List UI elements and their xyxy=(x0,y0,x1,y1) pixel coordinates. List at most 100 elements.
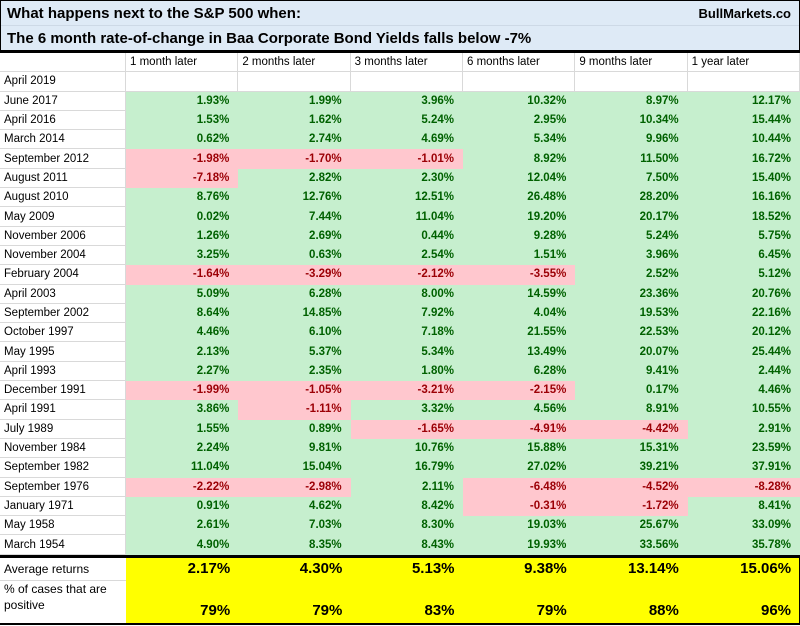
row-label: April 2019 xyxy=(0,72,126,92)
return-cell xyxy=(350,72,463,92)
return-cell: 2.27% xyxy=(126,361,239,382)
return-cell: 10.32% xyxy=(462,91,576,111)
row-label: August 2011 xyxy=(0,168,126,189)
return-cell: -1.65% xyxy=(350,419,463,439)
corner-cell xyxy=(0,53,126,73)
return-cell: 0.91% xyxy=(126,496,239,517)
return-cell: -1.01% xyxy=(350,149,463,169)
average-return-cell: 5.13% xyxy=(411,560,455,578)
return-cell: 2.74% xyxy=(238,130,351,150)
return-cell: 5.24% xyxy=(350,110,463,131)
table-row: May 1958 2.61% 7.03% 8.30% 19.03% 25.67% 33.09… xyxy=(0,516,800,536)
return-cell: 19.03% xyxy=(462,516,576,536)
table-row: January 1971 0.91% 4.62% 8.42% -0.31% -1.72% 8… xyxy=(0,496,800,517)
return-cell: 20.17% xyxy=(575,207,688,227)
return-cell: 4.46% xyxy=(126,323,239,343)
page-title: What happens next to the S&P 500 when: xyxy=(7,4,301,22)
table-row: May 2009 0.02% 7.44% 11.04% 19.20% 20.17% 18.5… xyxy=(0,207,800,227)
row-label: March 2014 xyxy=(0,130,126,150)
row-label: September 1976 xyxy=(0,477,126,497)
table-row: December 1991 -1.99% -1.05% -3.21% -2.15% 0.1… xyxy=(0,381,800,401)
return-cell: 12.17% xyxy=(687,91,800,111)
return-cell: 6.28% xyxy=(238,284,351,304)
return-cell xyxy=(575,72,688,92)
table-row: July 1989 1.55% 0.89% -1.65% -4.91% -4.42% 2.9… xyxy=(0,419,800,439)
return-cell xyxy=(687,72,800,92)
return-cell: -1.72% xyxy=(575,496,688,517)
return-cell: 0.17% xyxy=(575,381,688,401)
return-cell: -1.05% xyxy=(238,381,351,401)
return-cell: 39.21% xyxy=(575,458,688,478)
return-cell: -8.28% xyxy=(687,477,800,497)
return-cell: 16.72% xyxy=(687,149,800,169)
return-cell: 23.59% xyxy=(687,438,800,459)
table-row: April 2019 xyxy=(0,72,800,92)
table-row: March 2014 0.62% 2.74% 4.69% 5.34% 9.96% 10.44… xyxy=(0,130,800,150)
return-cell: 15.88% xyxy=(462,438,576,459)
return-cell: 4.56% xyxy=(462,400,576,420)
return-cell: 4.04% xyxy=(462,303,576,324)
return-cell: 4.62% xyxy=(238,496,351,517)
table-row: September 2002 8.64% 14.85% 7.92% 4.04% 19.53… xyxy=(0,303,800,324)
percent-positive-cell: 88% xyxy=(648,601,679,619)
return-cell: 2.54% xyxy=(350,245,463,266)
row-label: July 1989 xyxy=(0,419,126,439)
return-cell: -0.31% xyxy=(462,496,576,517)
return-cell: 2.82% xyxy=(238,168,351,189)
return-cell: 12.76% xyxy=(238,188,351,208)
return-cell: 8.91% xyxy=(575,400,688,420)
return-cell: 8.00% xyxy=(350,284,463,304)
return-cell: 1.80% xyxy=(350,361,463,382)
return-cell: -1.11% xyxy=(238,400,351,420)
return-cell: 8.41% xyxy=(687,496,800,517)
return-cell: -7.18% xyxy=(126,168,239,189)
return-cell: 15.04% xyxy=(238,458,351,478)
return-cell: 16.79% xyxy=(350,458,463,478)
return-cell: 2.91% xyxy=(687,419,800,439)
return-cell: 5.09% xyxy=(126,284,239,304)
column-header: 3 months later xyxy=(350,53,463,73)
return-cell: 4.69% xyxy=(350,130,463,150)
return-cell: 22.53% xyxy=(575,323,688,343)
row-label: March 1954 xyxy=(0,535,126,555)
return-cell: -4.42% xyxy=(575,419,688,439)
return-cell: 2.95% xyxy=(462,110,576,131)
percent-positive-cell: 79% xyxy=(200,601,231,619)
average-return-cell: 2.17% xyxy=(187,560,231,578)
percent-positive-cell: 96% xyxy=(761,601,792,619)
row-label: August 2010 xyxy=(0,188,126,208)
return-cell: 3.86% xyxy=(126,400,239,420)
row-label: December 1991 xyxy=(0,381,126,401)
percent-positive-cell: 83% xyxy=(424,601,455,619)
return-cell: -3.29% xyxy=(238,265,351,285)
return-cell: 5.37% xyxy=(238,342,351,362)
return-cell: -2.22% xyxy=(126,477,239,497)
row-label: May 1958 xyxy=(0,516,126,536)
column-header: 2 months later xyxy=(238,53,351,73)
return-cell: 10.34% xyxy=(575,110,688,131)
table-row: February 2004 -1.64% -3.29% -2.12% -3.55% 2.5… xyxy=(0,265,800,285)
return-cell: 0.62% xyxy=(126,130,239,150)
return-cell: 5.34% xyxy=(350,342,463,362)
percent-positive-cell: 79% xyxy=(312,601,343,619)
return-cell: 26.48% xyxy=(462,188,576,208)
return-cell: 0.63% xyxy=(238,245,351,266)
return-cell: -1.70% xyxy=(238,149,351,169)
return-cell: 5.12% xyxy=(687,265,800,285)
return-cell: 7.03% xyxy=(238,516,351,536)
return-cell: 2.35% xyxy=(238,361,351,382)
return-cell: 5.75% xyxy=(687,226,800,246)
table-row: November 2006 1.26% 2.69% 0.44% 9.28% 5.24% 5.… xyxy=(0,226,800,246)
return-cell: 3.96% xyxy=(575,245,688,266)
return-cell: 28.20% xyxy=(575,188,688,208)
return-cell: 2.52% xyxy=(575,265,688,285)
return-cell: -3.55% xyxy=(462,265,576,285)
average-return-cell: 13.14% xyxy=(627,560,679,578)
column-header: 9 months later xyxy=(575,53,688,73)
return-cell: 33.09% xyxy=(687,516,800,536)
return-cell: 15.44% xyxy=(687,110,800,131)
return-cell: 21.55% xyxy=(462,323,576,343)
row-label: February 2004 xyxy=(0,265,126,285)
return-cell: 12.51% xyxy=(350,188,463,208)
return-cell: 19.93% xyxy=(462,535,576,555)
